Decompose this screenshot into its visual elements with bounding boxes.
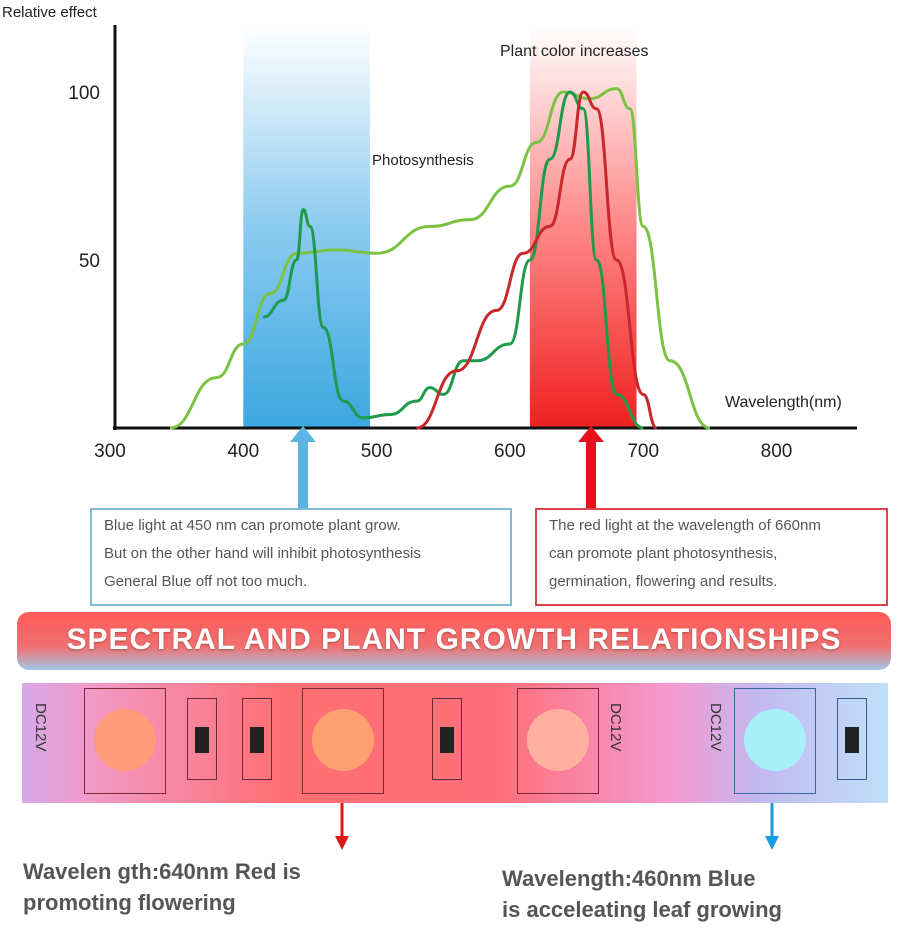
- red-pointer-arrow-head: [578, 426, 604, 442]
- red-callout: The red light at the wavelength of 660nm…: [535, 508, 888, 606]
- blue-arrow-head: [765, 836, 779, 850]
- voltage-label: DC12V: [607, 703, 624, 752]
- spectrum-band: [243, 25, 370, 428]
- blue-callout: Blue light at 450 nm can promote plant g…: [90, 508, 512, 606]
- spectrum-chart: Relative effect Wavelength(nm) 300 400 500 60…: [2, 4, 857, 508]
- y-tick-label: 50: [79, 251, 100, 272]
- red-led: [84, 688, 166, 794]
- annotation-photosynthesis: Photosynthesis: [372, 152, 474, 169]
- series-line: [416, 90, 658, 430]
- resistor: [242, 698, 272, 780]
- x-tick-label: 600: [494, 441, 526, 462]
- resistor: [837, 698, 867, 780]
- blue-pointer-arrow: [298, 440, 308, 508]
- series-line: [169, 87, 711, 430]
- x-axis-label: Wavelength(nm): [725, 394, 842, 411]
- x-tick-label: 800: [761, 441, 793, 462]
- red-callout-line: germination, flowering and results.: [549, 573, 778, 590]
- resistor: [187, 698, 217, 780]
- voltage-label: DC12V: [707, 703, 724, 752]
- annotation-plant-color: Plant color increases: [500, 43, 649, 60]
- blue-callout-line: Blue light at 450 nm can promote plant g…: [104, 517, 401, 534]
- blue-callout-line: But on the other hand will inhibit photo…: [104, 545, 421, 562]
- red-callout-line: The red light at the wavelength of 660nm: [549, 517, 821, 534]
- red-callout-line: can promote plant photosynthesis,: [549, 545, 778, 562]
- blue-wavelength-caption: Wavelength:460nm Blue is acceleating lea…: [502, 863, 782, 925]
- y-axis-label: Relative effect: [2, 4, 98, 21]
- x-tick-label: 300: [94, 441, 126, 462]
- red-led: [517, 688, 599, 794]
- voltage-label: DC12V: [32, 703, 49, 752]
- caption-line: Wavelen gth:640nm Red is: [23, 859, 301, 884]
- x-tick-label: 400: [227, 441, 259, 462]
- red-wavelength-caption: Wavelen gth:640nm Red is promoting flowe…: [23, 856, 301, 918]
- y-tick-label: 100: [68, 83, 100, 104]
- blue-pointer-arrow-head: [290, 426, 316, 442]
- caption-line: promoting flowering: [23, 890, 236, 915]
- red-pointer-arrow: [586, 440, 596, 508]
- x-tick-label: 500: [361, 441, 393, 462]
- caption-line: Wavelength:460nm Blue: [502, 866, 756, 891]
- red-led: [302, 688, 384, 794]
- led-strip-photo: DC12V DC12V DC12V: [22, 683, 888, 803]
- x-tick-label: 700: [627, 441, 659, 462]
- title-banner: SPECTRAL AND PLANT GROWTH RELATIONSHIPS: [17, 612, 891, 670]
- blue-callout-line: General Blue off not too much.: [104, 573, 308, 590]
- resistor: [432, 698, 462, 780]
- blue-led: [734, 688, 816, 794]
- red-arrow-head: [335, 836, 349, 850]
- caption-line: is acceleating leaf growing: [502, 897, 782, 922]
- series-line: [263, 90, 644, 430]
